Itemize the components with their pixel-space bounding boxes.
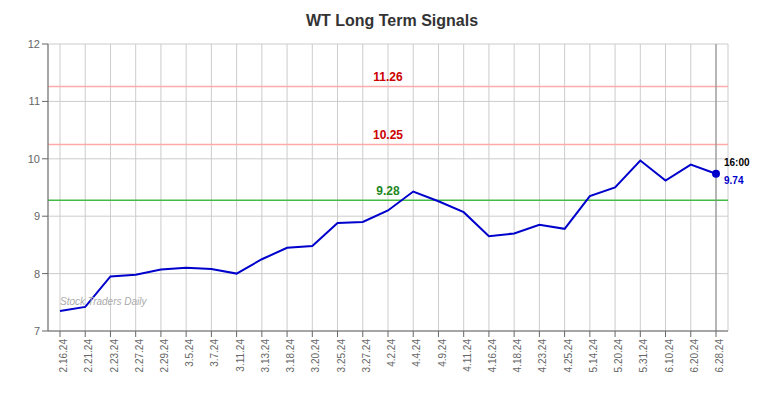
svg-text:2.21.24: 2.21.24 bbox=[83, 339, 94, 373]
svg-text:6.28.24: 6.28.24 bbox=[714, 339, 725, 373]
svg-text:4.23.24: 4.23.24 bbox=[537, 339, 548, 373]
svg-text:4.2.24: 4.2.24 bbox=[386, 339, 397, 367]
svg-text:Stock Traders Daily: Stock Traders Daily bbox=[60, 296, 148, 307]
svg-text:6.10.24: 6.10.24 bbox=[664, 339, 675, 373]
svg-text:3.11.24: 3.11.24 bbox=[235, 339, 246, 372]
svg-text:5.31.24: 5.31.24 bbox=[638, 339, 649, 373]
svg-text:5.20.24: 5.20.24 bbox=[613, 339, 624, 373]
svg-text:2.27.24: 2.27.24 bbox=[134, 339, 145, 373]
svg-text:2.29.24: 2.29.24 bbox=[159, 339, 170, 373]
svg-text:11.26: 11.26 bbox=[373, 70, 403, 84]
svg-text:4.11.24: 4.11.24 bbox=[462, 339, 473, 372]
svg-text:3.20.24: 3.20.24 bbox=[310, 339, 321, 373]
html-text:WT Long Term Signals: WT Long Term Signals bbox=[305, 12, 479, 29]
svg-text:16:00: 16:00 bbox=[724, 157, 750, 168]
svg-text:3.7.24: 3.7.24 bbox=[209, 339, 220, 367]
svg-text:3.18.24: 3.18.24 bbox=[285, 339, 296, 373]
svg-text:6.20.24: 6.20.24 bbox=[689, 339, 700, 373]
svg-text:4.18.24: 4.18.24 bbox=[512, 339, 523, 373]
svg-text:3.13.24: 3.13.24 bbox=[260, 339, 271, 373]
svg-text:4.4.24: 4.4.24 bbox=[411, 339, 422, 367]
svg-text:2.23.24: 2.23.24 bbox=[109, 339, 120, 373]
svg-text:4.9.24: 4.9.24 bbox=[437, 339, 448, 367]
svg-text:3.5.24: 3.5.24 bbox=[184, 339, 195, 367]
svg-text:12: 12 bbox=[28, 38, 40, 50]
svg-text:9.74: 9.74 bbox=[724, 175, 744, 186]
svg-text:9.28: 9.28 bbox=[376, 184, 400, 198]
svg-text:3.25.24: 3.25.24 bbox=[336, 339, 347, 373]
svg-text:8: 8 bbox=[34, 268, 40, 280]
svg-text:4.25.24: 4.25.24 bbox=[563, 339, 574, 373]
svg-text:10.25: 10.25 bbox=[373, 128, 403, 142]
svg-text:11: 11 bbox=[29, 95, 40, 107]
svg-text:9: 9 bbox=[34, 210, 40, 222]
svg-text:4.16.24: 4.16.24 bbox=[487, 339, 498, 373]
svg-text:7: 7 bbox=[34, 325, 40, 337]
svg-text:2.16.24: 2.16.24 bbox=[58, 339, 69, 373]
svg-text:5.14.24: 5.14.24 bbox=[588, 339, 599, 373]
svg-text:3.27.24: 3.27.24 bbox=[361, 339, 372, 373]
svg-text:10: 10 bbox=[28, 153, 40, 165]
